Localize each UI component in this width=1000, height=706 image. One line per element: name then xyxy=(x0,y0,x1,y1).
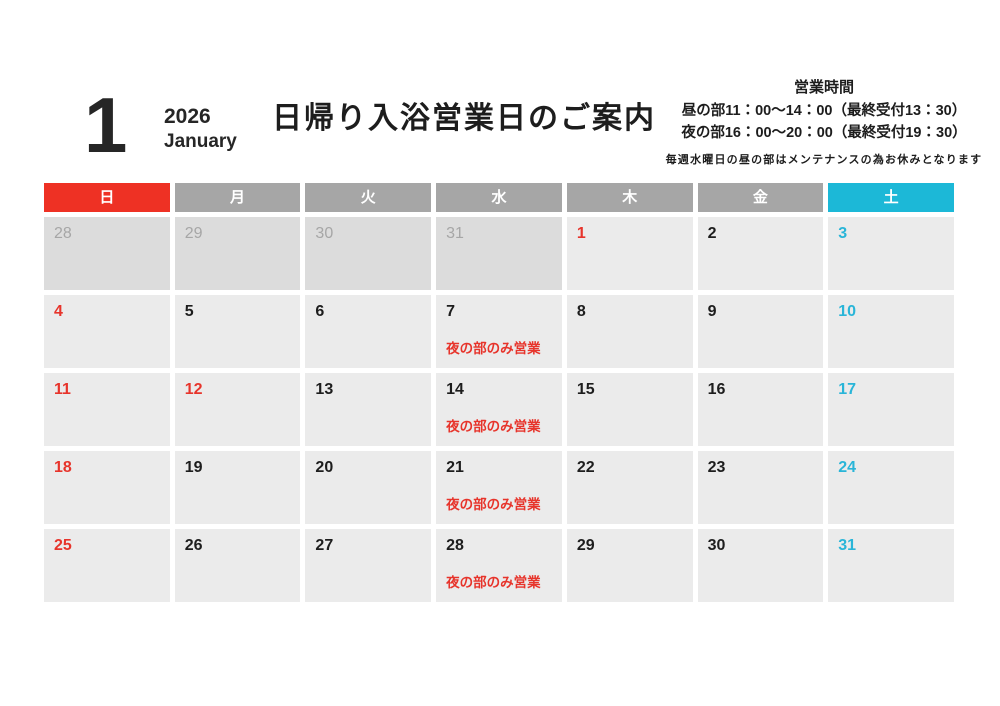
night-only-note: 夜の部のみ営業 xyxy=(446,340,541,356)
day-number: 14 xyxy=(446,381,464,398)
day-number: 23 xyxy=(707,459,726,476)
day-number: 15 xyxy=(576,381,595,398)
night-only-note: 夜の部のみ営業 xyxy=(446,496,541,512)
day-number: 4 xyxy=(54,303,63,320)
day-number: 28 xyxy=(446,537,464,554)
calendar-day-cell: 18 xyxy=(44,451,170,524)
calendar-day-cell: 31 xyxy=(828,529,954,602)
weekday-header-weekday: 水 xyxy=(436,183,562,212)
calendar-day-cell: 2 xyxy=(697,217,824,290)
calendar-day-cell: 25 xyxy=(44,529,170,602)
date-grid: 28 29 30 31 1 2 3 4 5 6 7 夜の部のみ営業 8 9 10 11 12 13 14 夜の部のみ営… xyxy=(44,217,954,602)
day-number: 3 xyxy=(838,225,848,242)
calendar-day-cell: 12 xyxy=(174,373,301,446)
day-number: 20 xyxy=(315,459,334,476)
calendar-day-cell: 13 xyxy=(305,373,432,446)
calendar-day-cell: 24 xyxy=(828,451,954,524)
day-number: 30 xyxy=(315,225,334,242)
business-hours-block: 営業時間 昼の部11：00～14：00（最終受付13：30） 夜の部16：00～… xyxy=(648,76,1000,167)
calendar-day-cell: 22 xyxy=(566,451,693,524)
calendar-day-cell: 29 xyxy=(174,217,301,290)
day-number: 30 xyxy=(707,537,726,554)
day-number: 31 xyxy=(446,225,464,242)
weekday-header-weekday: 月 xyxy=(174,183,301,212)
calendar-day-cell: 20 xyxy=(305,451,432,524)
calendar-day-cell: 31 xyxy=(436,217,562,290)
daytime-hours-line: 昼の部11：00～14：00（最終受付13：30） xyxy=(681,103,967,119)
day-number: 27 xyxy=(315,537,334,554)
day-number: 26 xyxy=(184,537,203,554)
day-number: 9 xyxy=(707,303,717,320)
calendar-day-cell: 28 夜の部のみ営業 xyxy=(436,529,562,602)
day-number: 6 xyxy=(315,303,325,320)
calendar-day-cell: 3 xyxy=(828,217,954,290)
day-number: 1 xyxy=(576,225,586,242)
day-number: 24 xyxy=(838,459,857,476)
weekday-header-weekday: 金 xyxy=(697,183,824,212)
calendar-day-cell: 10 xyxy=(828,295,954,368)
day-number: 22 xyxy=(576,459,595,476)
day-number: 19 xyxy=(184,459,203,476)
weekday-header-weekday: 火 xyxy=(305,183,432,212)
weekday-header-weekday: 木 xyxy=(566,183,693,212)
calendar-day-cell: 8 xyxy=(566,295,693,368)
evening-hours-line: 夜の部16：00～20：00（最終受付19：30） xyxy=(681,125,967,142)
day-number: 28 xyxy=(54,225,72,242)
night-only-note: 夜の部のみ営業 xyxy=(446,418,541,434)
day-number: 17 xyxy=(838,381,857,398)
calendar-day-cell: 7 夜の部のみ営業 xyxy=(436,295,562,368)
calendar-day-cell: 30 xyxy=(697,529,824,602)
year-month-block: 2026 January xyxy=(164,103,237,155)
calendar-day-cell: 1 xyxy=(566,217,693,290)
calendar-day-cell: 30 xyxy=(305,217,432,290)
day-number: 16 xyxy=(707,381,726,398)
day-number: 8 xyxy=(576,303,586,320)
day-number: 5 xyxy=(184,303,194,320)
day-number: 29 xyxy=(576,537,595,554)
day-number: 29 xyxy=(184,225,203,242)
day-number: 7 xyxy=(446,303,456,320)
day-number: 18 xyxy=(54,459,72,476)
calendar-day-cell: 29 xyxy=(566,529,693,602)
calendar-day-cell: 23 xyxy=(697,451,824,524)
year-label: 2026 xyxy=(164,105,211,128)
day-number: 2 xyxy=(707,225,717,242)
calendar-day-cell: 17 xyxy=(828,373,954,446)
maintenance-note: 毎週水曜日の昼の部はメンテナンスの為お休みとなります xyxy=(665,153,983,166)
night-only-note: 夜の部のみ営業 xyxy=(446,574,541,590)
month-name-label: January xyxy=(164,131,237,153)
page-title: 日帰り入浴営業日のご案内 xyxy=(272,102,656,135)
day-number: 25 xyxy=(54,537,72,554)
day-number: 31 xyxy=(838,537,857,554)
month-number: 1 xyxy=(84,81,127,169)
calendar-day-cell: 6 xyxy=(305,295,432,368)
calendar: 日月火水木金土 28 29 30 31 1 2 3 4 5 6 7 夜の部のみ営業 8 9 10 11 12 13… xyxy=(44,183,954,602)
calendar-day-cell: 4 xyxy=(44,295,170,368)
calendar-day-cell: 27 xyxy=(305,529,432,602)
weekday-header-saturday: 土 xyxy=(828,183,954,212)
calendar-day-cell: 11 xyxy=(44,373,170,446)
calendar-day-cell: 14 夜の部のみ営業 xyxy=(436,373,562,446)
calendar-day-cell: 15 xyxy=(566,373,693,446)
day-number: 11 xyxy=(54,381,71,398)
weekday-header-sunday: 日 xyxy=(44,183,170,212)
calendar-day-cell: 26 xyxy=(174,529,301,602)
weekday-header-row: 日月火水木金土 xyxy=(44,183,954,212)
calendar-day-cell: 21 夜の部のみ営業 xyxy=(436,451,562,524)
day-number: 21 xyxy=(446,459,464,476)
calendar-day-cell: 16 xyxy=(697,373,824,446)
calendar-day-cell: 28 xyxy=(44,217,170,290)
business-hours-heading: 営業時間 xyxy=(793,79,854,96)
calendar-day-cell: 9 xyxy=(697,295,824,368)
day-number: 10 xyxy=(838,303,857,320)
calendar-day-cell: 19 xyxy=(174,451,301,524)
day-number: 12 xyxy=(184,381,203,398)
day-number: 13 xyxy=(315,381,334,398)
calendar-day-cell: 5 xyxy=(174,295,301,368)
